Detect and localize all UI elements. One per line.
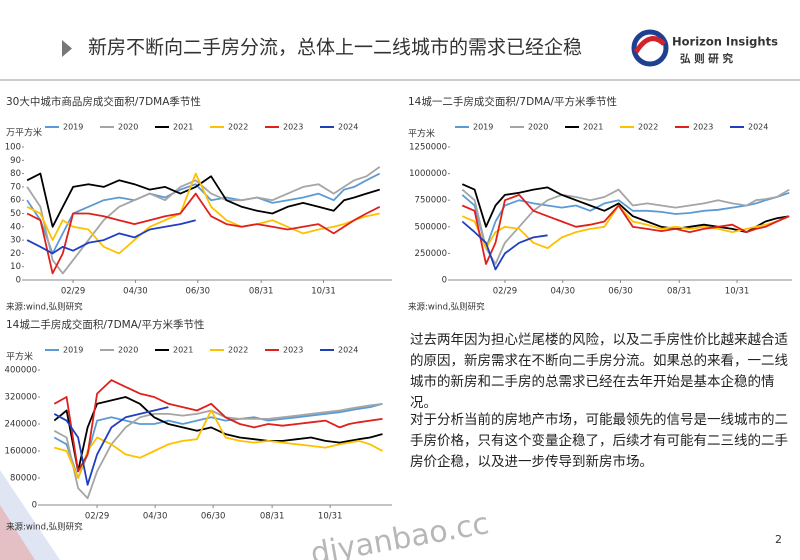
y-tick-label: 1250000 [409,143,447,153]
y-tick-label: 400000 [5,366,37,376]
y-axis-label: 平方米 [408,128,435,140]
y-tick-label: 500000 [415,222,447,232]
series-line [26,172,380,228]
y-tick-label: 70 [10,182,21,192]
legend-label: 2024 [338,346,358,355]
legend-label: 2022 [228,346,248,355]
y-tick-label: 90 [10,156,21,166]
y-tick-label: 240000 [5,420,37,430]
x-tick-label: 04/30 [123,287,148,297]
x-tick-label: 04/30 [550,287,575,297]
x-tick-label: 10/31 [318,512,343,522]
y-tick-label: 30 [10,236,21,246]
logo-icon [631,29,669,67]
x-tick-label: 10/31 [311,287,336,297]
legend-label: 2023 [283,123,303,132]
corner-decoration [0,505,35,560]
series-line [461,204,790,249]
y-tick-label: 1000000 [409,169,447,179]
y-tick-label: 0 [32,501,37,511]
legend-label: 2024 [338,123,358,132]
slide-title: 新房不断向二手房分流，总体上一二线城市的需求已经企稳 [88,37,582,59]
legend-label: 2019 [473,123,493,132]
series-line [461,194,790,265]
y-tick-label: 50 [10,209,21,219]
x-tick-label: 08/31 [667,287,692,297]
x-tick-label: 02/29 [85,512,110,522]
x-tick-label: 06/30 [201,512,226,522]
x-tick-label: 04/30 [143,512,168,522]
y-tick-label: 80000 [10,474,37,484]
series-line [461,188,790,265]
x-tick-label: 06/30 [186,287,211,297]
series-line [53,406,169,486]
x-tick-label: 06/30 [608,287,633,297]
chart-title: 14城二手房成交面积/7DMA/平方米季节性 [6,318,204,331]
y-tick-label: 160000 [5,447,37,457]
y-tick-label: 100 [5,143,21,153]
legend-label: 2022 [228,123,248,132]
series-line [461,220,548,271]
legend-label: 2021 [173,123,193,132]
page-number: 2 [775,533,782,546]
logo-icon [633,36,666,54]
y-tick-label: 250000 [415,249,447,259]
x-tick-label: 02/29 [493,287,518,297]
y-tick-label: 20 [10,249,21,259]
legend-label: 2019 [63,123,83,132]
series-line [53,402,383,479]
legend-label: 2021 [583,123,603,132]
source-note: 来源:wind,弘则研究 [408,302,485,313]
source-note: 来源:wind,弘则研究 [6,522,83,533]
series-line [26,166,381,275]
legend-label: 2023 [693,123,713,132]
logo-text: Horizon Insights [672,35,778,49]
series-line [54,409,383,479]
legend-label: 2022 [638,123,658,132]
chart-title: 14城一二手房成交面积/7DMA/平方米季节性 [408,95,617,108]
y-axis-label: 万平方米 [6,127,42,139]
y-tick-label: 80 [10,169,21,179]
x-tick-label: 08/31 [249,287,274,297]
x-tick-label: 08/31 [260,512,285,522]
series-line [53,379,383,473]
y-tick-label: 320000 [5,393,37,403]
legend-label: 2020 [118,346,138,355]
y-axis-label: 平方米 [6,351,33,363]
y-tick-label: 60 [10,196,21,206]
legend-label: 2020 [118,123,138,132]
legend-label: 2024 [748,123,768,132]
body-paragraph: 对于分析当前的房地产市场，可能最领先的信号是一线城市的二手房价格，只有这个变量企… [410,412,788,470]
title-marker [62,40,72,57]
y-tick-label: 0 [442,276,447,286]
x-tick-label: 10/31 [725,287,750,297]
series-line [461,191,790,249]
legend-label: 2021 [173,346,193,355]
series-line [53,402,383,500]
series-line [26,219,196,255]
y-tick-label: 10 [10,262,21,272]
body-paragraph: 过去两年因为担心烂尾楼的风险，以及二手房性价比越来越合适的原因，新房需求在不断向… [410,332,788,411]
legend-label: 2023 [283,346,303,355]
source-note: 来源:wind,弘则研究 [6,302,83,313]
logo-text: 弘 则 研 究 [680,52,733,65]
series-line [53,396,383,473]
y-tick-label: 40 [10,222,21,232]
x-tick-label: 02/29 [61,287,86,297]
series-line [26,192,381,275]
y-tick-label: 0 [16,276,21,286]
chart-title: 30大中城市商品房成交面积/7DMA季节性 [6,95,201,108]
series-line [461,183,790,233]
y-tick-label: 750000 [415,196,447,206]
legend-label: 2020 [528,123,548,132]
series-line [26,172,380,255]
legend-label: 2019 [63,346,83,355]
